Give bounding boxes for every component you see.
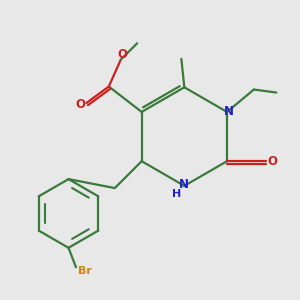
Text: H: H bbox=[172, 189, 182, 199]
Text: O: O bbox=[76, 98, 85, 111]
Text: O: O bbox=[267, 155, 278, 168]
Text: O: O bbox=[117, 48, 127, 61]
Text: N: N bbox=[179, 178, 189, 191]
Text: N: N bbox=[224, 105, 233, 119]
Text: Br: Br bbox=[78, 266, 92, 276]
